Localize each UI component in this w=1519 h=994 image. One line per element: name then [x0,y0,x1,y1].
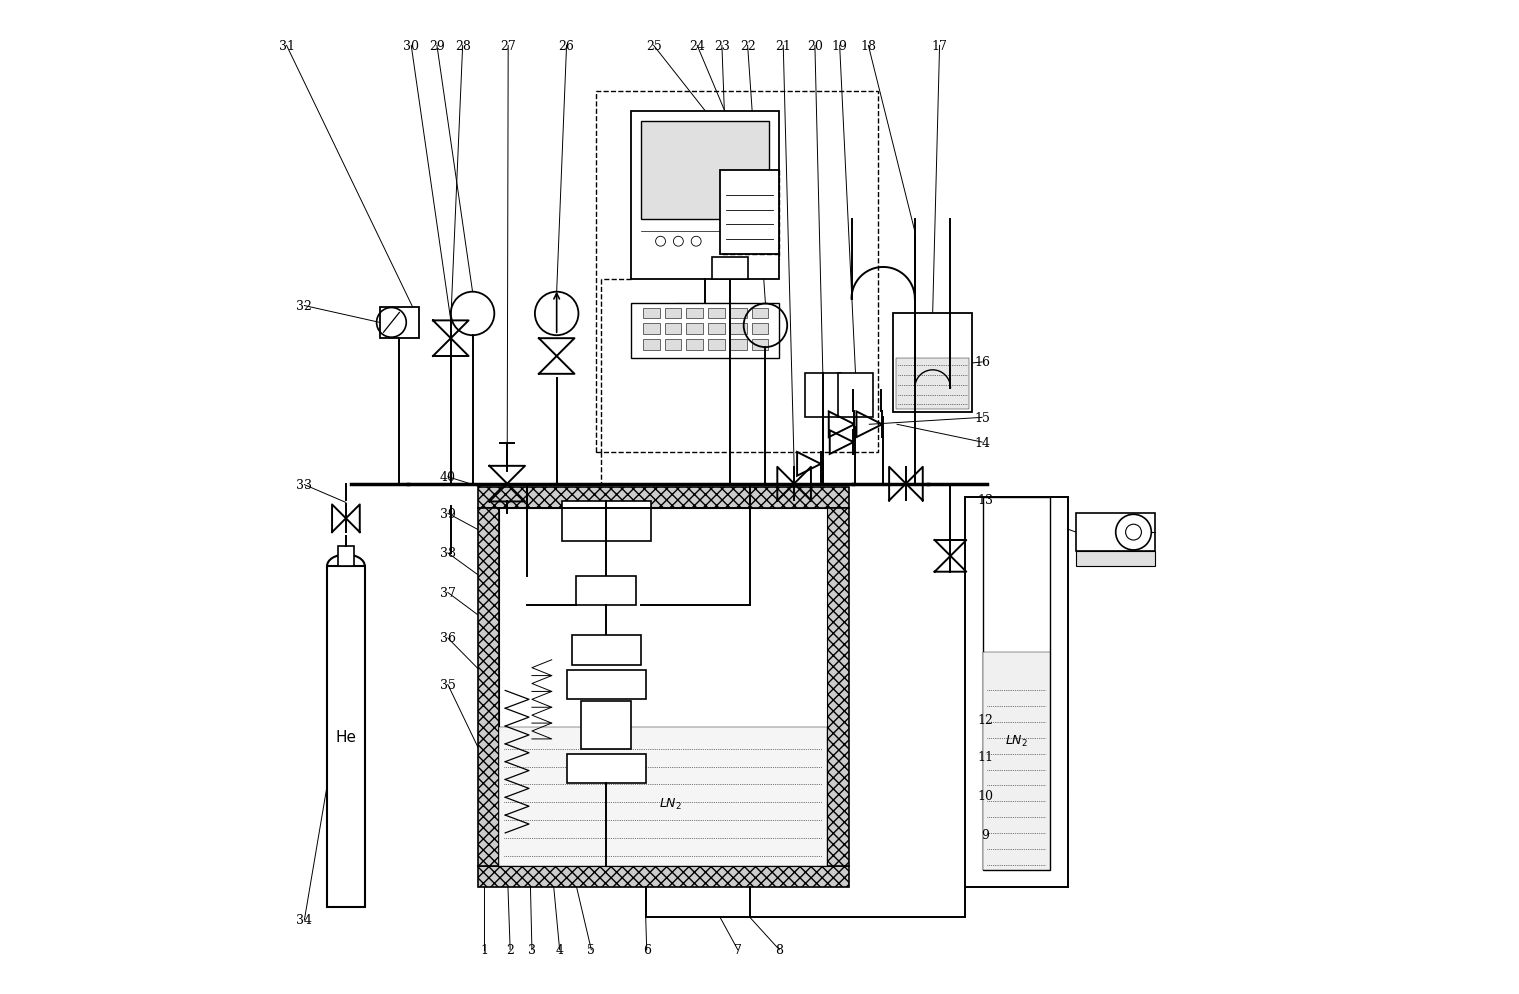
Text: 32: 32 [296,300,313,313]
Text: 37: 37 [441,586,456,599]
Text: 31: 31 [278,40,295,53]
Bar [630,111,779,279]
Bar [893,314,972,413]
Bar [708,308,725,319]
Text: 22: 22 [740,40,755,53]
Bar [477,487,849,509]
Bar [597,91,878,452]
Bar [752,340,769,351]
Bar [562,502,650,542]
Text: 30: 30 [403,40,419,53]
Bar [664,324,682,335]
Bar [567,754,646,783]
Bar [708,324,725,335]
Bar [729,340,747,351]
Text: 1: 1 [480,943,489,956]
Bar [477,509,500,866]
Bar [729,308,747,319]
Bar [687,340,703,351]
Text: 7: 7 [734,943,741,956]
Bar [805,374,840,417]
Text: 16: 16 [974,356,990,369]
Text: 28: 28 [454,40,471,53]
Text: 10: 10 [977,789,993,802]
Bar [983,652,1051,870]
Bar [327,567,365,908]
Text: 34: 34 [296,913,313,926]
Text: 26: 26 [559,40,574,53]
Bar [477,866,849,888]
Bar [582,702,630,749]
Bar [567,670,646,700]
Bar [643,308,659,319]
Bar [687,324,703,335]
Text: 8: 8 [775,943,784,956]
Bar [752,308,769,319]
Text: 9: 9 [981,829,989,842]
Bar [500,509,826,866]
Bar [708,340,725,351]
Text: 20: 20 [807,40,823,53]
Bar [1075,552,1156,567]
Text: 15: 15 [974,412,990,424]
Bar [664,340,682,351]
Bar [837,374,873,417]
Text: 29: 29 [428,40,445,53]
Text: $LN_2$: $LN_2$ [1006,734,1028,748]
Text: 2: 2 [506,943,513,956]
Bar [643,340,659,351]
Text: 39: 39 [441,507,456,520]
Bar [983,497,1051,870]
Bar [500,728,826,866]
Text: 38: 38 [441,547,456,560]
Text: 6: 6 [643,943,650,956]
Text: 27: 27 [500,40,516,53]
Text: 19: 19 [832,40,848,53]
Text: 4: 4 [556,943,564,956]
Text: 23: 23 [714,40,729,53]
Text: 24: 24 [690,40,705,53]
Bar [687,308,703,319]
Text: 36: 36 [441,632,456,645]
Bar [826,509,849,866]
Bar [720,171,779,254]
Text: He: He [336,730,357,745]
Bar [576,577,636,605]
Text: 33: 33 [296,479,313,492]
Bar [664,308,682,319]
Bar [729,324,747,335]
Bar [380,307,419,339]
Text: 12: 12 [977,713,993,726]
Bar [571,635,641,665]
Text: 17: 17 [931,40,948,53]
Text: 13: 13 [977,493,993,507]
Text: 40: 40 [441,471,456,484]
Bar [752,324,769,335]
Bar [712,257,747,279]
Text: 11: 11 [977,750,993,763]
Bar [1075,514,1156,552]
Bar [641,121,770,221]
Bar [676,303,735,319]
Text: 18: 18 [860,40,876,53]
Text: 25: 25 [646,40,661,53]
Bar [965,497,1068,888]
Bar [630,303,779,359]
Bar [896,359,969,410]
Text: 14: 14 [974,436,990,449]
Text: 3: 3 [529,943,536,956]
Text: 21: 21 [775,40,791,53]
Text: $LN_2$: $LN_2$ [659,796,682,811]
Text: 35: 35 [441,678,456,691]
Bar [339,547,354,567]
Bar [643,324,659,335]
Text: 5: 5 [588,943,595,956]
